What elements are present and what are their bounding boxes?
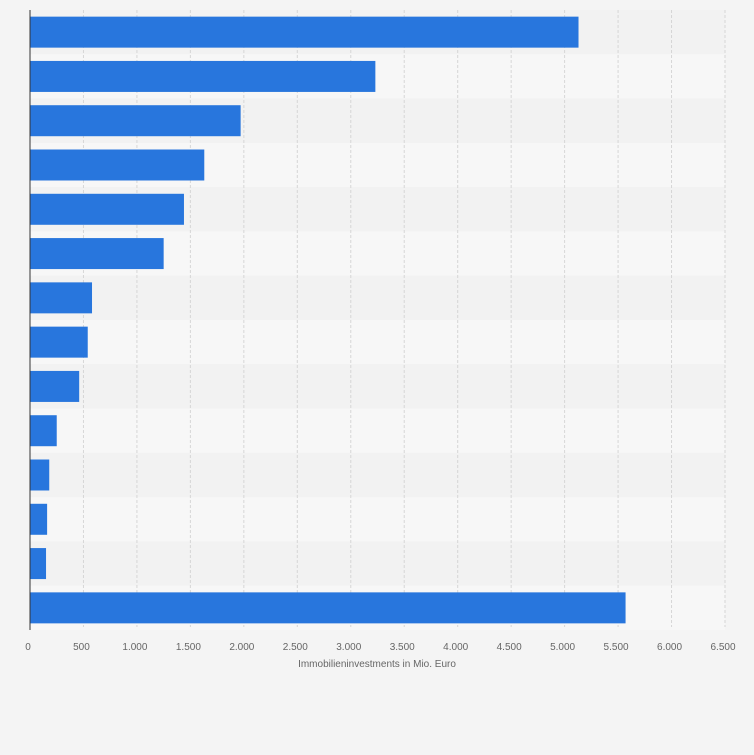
bar [30, 149, 205, 181]
x-tick-label: 1.000 [122, 642, 147, 653]
bar [30, 238, 164, 270]
x-axis-label: Immobilieninvestments in Mio. Euro [298, 659, 456, 670]
x-tick-label: 2.000 [229, 642, 254, 653]
bars [30, 16, 626, 624]
x-tick-label: 6.500 [710, 642, 735, 653]
x-tick-label: 1.500 [176, 642, 201, 653]
x-tick-label: 5.500 [604, 642, 629, 653]
x-tick-label: 0 [25, 642, 31, 653]
bar [30, 16, 579, 48]
bar [30, 415, 57, 447]
bar [30, 548, 47, 580]
bar [30, 60, 376, 92]
x-tick-label: 2.500 [283, 642, 308, 653]
bar [30, 459, 50, 491]
bar [30, 370, 80, 402]
x-axis-ticks: 0 500 1.000 1.500 2.000 2.500 3.000 3.500 4.000 4… [25, 642, 736, 653]
row-band [30, 408, 725, 453]
bar [30, 503, 48, 535]
x-tick-label: 4.500 [497, 642, 522, 653]
row-band [30, 497, 725, 542]
x-tick-label: 500 [73, 642, 90, 653]
x-tick-label: 6.000 [657, 642, 682, 653]
bar [30, 193, 184, 225]
bar [30, 105, 241, 137]
row-bands [30, 10, 725, 630]
x-tick-label: 3.500 [390, 642, 415, 653]
x-tick-label: 3.000 [336, 642, 361, 653]
row-band [30, 320, 725, 365]
x-tick-label: 5.000 [550, 642, 575, 653]
row-band [30, 275, 725, 320]
row-band [30, 541, 725, 586]
row-band [30, 364, 725, 409]
bar [30, 592, 626, 624]
x-tick-label: 4.000 [443, 642, 468, 653]
bar [30, 326, 88, 358]
bar [30, 282, 93, 314]
row-band [30, 452, 725, 498]
